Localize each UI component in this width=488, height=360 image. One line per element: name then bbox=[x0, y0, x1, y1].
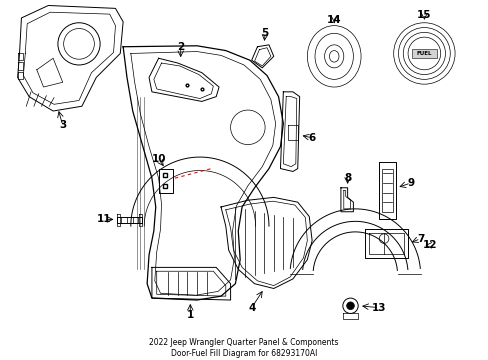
Polygon shape bbox=[37, 58, 62, 87]
Polygon shape bbox=[149, 58, 219, 102]
Polygon shape bbox=[340, 188, 353, 212]
Text: 12: 12 bbox=[422, 240, 436, 250]
Circle shape bbox=[342, 298, 357, 314]
Text: 15: 15 bbox=[416, 10, 431, 20]
Circle shape bbox=[230, 110, 264, 145]
Text: 14: 14 bbox=[326, 15, 341, 25]
Text: 5: 5 bbox=[261, 28, 268, 38]
Polygon shape bbox=[221, 197, 311, 288]
Polygon shape bbox=[251, 45, 273, 68]
Text: 6: 6 bbox=[308, 133, 315, 143]
Bar bbox=[411, 49, 436, 58]
Polygon shape bbox=[158, 168, 173, 193]
Circle shape bbox=[346, 302, 354, 310]
Polygon shape bbox=[280, 92, 299, 171]
Bar bbox=[382, 168, 392, 212]
Polygon shape bbox=[117, 217, 142, 223]
Polygon shape bbox=[379, 162, 395, 220]
Text: 10: 10 bbox=[151, 154, 165, 164]
Polygon shape bbox=[123, 46, 283, 300]
Polygon shape bbox=[18, 5, 123, 111]
Text: 7: 7 bbox=[416, 234, 424, 244]
Polygon shape bbox=[152, 267, 230, 300]
Circle shape bbox=[58, 23, 100, 65]
Text: 4: 4 bbox=[247, 303, 255, 313]
Text: 1: 1 bbox=[186, 310, 194, 320]
Text: 9: 9 bbox=[407, 178, 414, 188]
Text: 3: 3 bbox=[59, 120, 66, 130]
Text: 2022 Jeep Wrangler Quarter Panel & Components
Door-Fuel Fill Diagram for 6829317: 2022 Jeep Wrangler Quarter Panel & Compo… bbox=[149, 338, 338, 358]
Circle shape bbox=[407, 37, 440, 70]
Text: 2: 2 bbox=[177, 42, 184, 52]
Text: FUEL: FUEL bbox=[416, 51, 431, 56]
Text: 13: 13 bbox=[371, 303, 386, 313]
Text: 8: 8 bbox=[343, 173, 350, 183]
Polygon shape bbox=[364, 229, 407, 258]
Text: 11: 11 bbox=[97, 215, 111, 224]
